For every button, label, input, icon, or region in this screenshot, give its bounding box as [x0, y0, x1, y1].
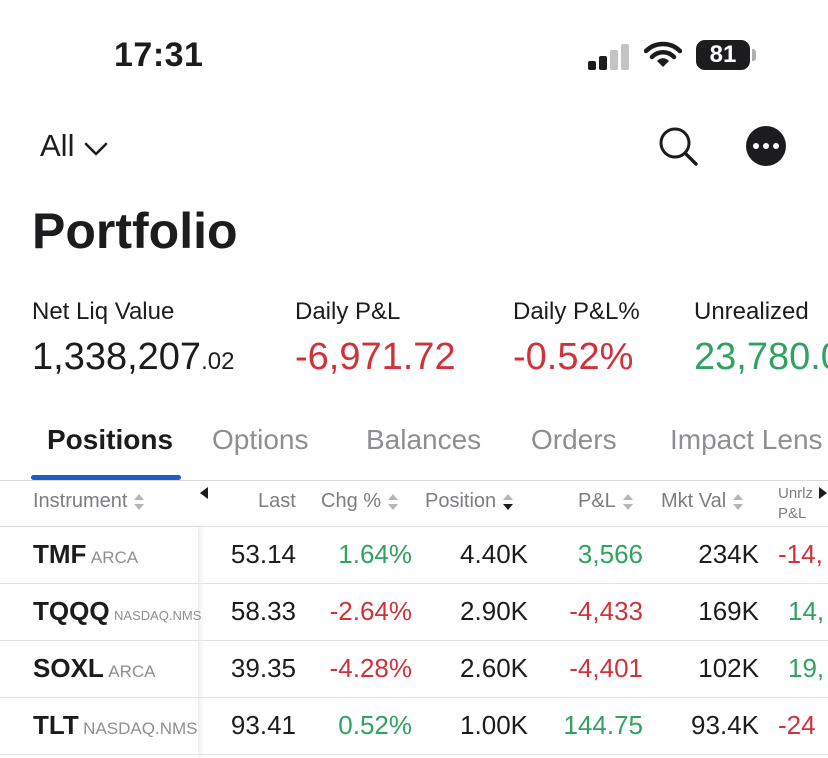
pnl-value: 3,566	[577, 539, 643, 569]
search-icon[interactable]	[656, 124, 700, 168]
tab-impact-lens[interactable]: Impact Lens	[670, 424, 823, 455]
column-header-position[interactable]: Position	[425, 490, 514, 513]
header-label: Chg %	[321, 490, 382, 512]
instrument-exchange: NASDAQ.NMS	[114, 608, 202, 623]
instrument-exchange: ARCA	[90, 548, 139, 567]
market-value: 102K	[698, 653, 759, 683]
header-label: Mkt Val	[661, 490, 727, 512]
column-header-pnl[interactable]: P&L	[578, 490, 634, 513]
unrealized-label: Unrealized	[694, 298, 809, 325]
battery-icon: 81	[696, 40, 750, 70]
unrealized-pnl: 19,	[788, 653, 825, 683]
change-pct: 1.64%	[338, 539, 412, 569]
header-label: P&L	[578, 490, 616, 512]
pnl-value: -4,433	[569, 596, 643, 626]
table-row-soxl[interactable]: SOXL ARCA	[33, 653, 155, 684]
pnl-value: -4,401	[569, 653, 643, 683]
daily-pnl-pct-label: Daily P&L%	[513, 298, 640, 325]
position-qty: 2.60K	[460, 653, 528, 683]
unrealized-value: 23,780.0	[694, 336, 828, 378]
row-divider	[0, 583, 828, 584]
header-label: P&L	[778, 505, 807, 522]
table-row-tlt[interactable]: TLT NASDAQ.NMS	[33, 710, 197, 741]
position-qty: 2.90K	[460, 596, 528, 626]
change-pct: 0.52%	[338, 710, 412, 740]
net-liq-cents: .02	[201, 348, 235, 375]
tabs-divider	[0, 480, 828, 481]
more-icon[interactable]	[746, 126, 786, 166]
wifi-icon	[643, 40, 683, 70]
table-header-divider	[0, 526, 828, 527]
column-header-mkt-val[interactable]: Mkt Val	[661, 490, 744, 513]
sort-desc-icon	[502, 491, 514, 513]
daily-pnl-label: Daily P&L	[295, 298, 401, 325]
net-liq-main: 1,338,207	[32, 336, 202, 378]
active-tab-indicator	[31, 475, 181, 480]
column-header-instrument[interactable]: Instrument	[33, 490, 145, 513]
instrument-symbol: TLT	[33, 710, 79, 740]
tab-balances[interactable]: Balances	[366, 424, 482, 455]
position-qty: 4.40K	[460, 539, 528, 569]
column-header-last[interactable]: Last	[258, 490, 296, 513]
tab-orders[interactable]: Orders	[531, 424, 617, 455]
page-title: Portfolio	[32, 203, 238, 259]
position-qty: 1.00K	[460, 710, 528, 740]
status-time: 17:31	[114, 36, 204, 74]
change-pct: -4.28%	[329, 653, 412, 683]
last-price: 39.35	[230, 653, 296, 683]
table-row-tmf[interactable]: TMF ARCA	[33, 539, 138, 570]
unrealized-pnl: -14,	[778, 539, 823, 569]
last-price: 53.14	[230, 539, 296, 569]
sort-icon	[387, 491, 399, 513]
market-value: 234K	[698, 539, 759, 569]
instrument-exchange: NASDAQ.NMS	[83, 719, 198, 738]
daily-pnl-value: -6,971.72	[295, 336, 456, 378]
sort-icon	[133, 491, 145, 513]
pnl-value: 144.75	[563, 710, 643, 740]
header-label: Last	[258, 490, 296, 512]
market-value: 169K	[698, 596, 759, 626]
account-filter-dropdown[interactable]: All	[40, 128, 108, 164]
last-price: 93.41	[230, 710, 296, 740]
frozen-column-shadow	[0, 527, 198, 758]
sort-icon	[622, 491, 634, 513]
instrument-symbol: TQQQ	[33, 596, 110, 626]
tab-positions[interactable]: Positions	[47, 424, 174, 455]
row-divider	[0, 640, 828, 641]
sort-icon	[732, 491, 744, 513]
signal-icon	[588, 42, 632, 70]
column-header-chg-pct[interactable]: Chg %	[321, 490, 399, 513]
change-pct: -2.64%	[329, 596, 412, 626]
column-header-unrlz-pnl[interactable]: Unrlz P&L	[778, 484, 813, 524]
market-value: 93.4K	[691, 710, 759, 740]
instrument-symbol: SOXL	[33, 653, 104, 683]
header-label: Unrlz	[778, 485, 814, 502]
net-liq-label: Net Liq Value	[32, 298, 175, 325]
filter-label: All	[40, 128, 75, 163]
table-row-tqqq[interactable]: TQQQ NASDAQ.NMS	[33, 596, 201, 627]
net-liq-value: 1,338,207.02	[32, 336, 234, 379]
battery-nub	[752, 49, 756, 61]
tab-options[interactable]: Options	[212, 424, 309, 455]
row-divider	[0, 754, 828, 755]
scroll-left-icon[interactable]	[199, 486, 209, 505]
header-label: Position	[425, 490, 497, 512]
header-label: Instrument	[33, 490, 128, 512]
scroll-right-icon[interactable]	[818, 486, 828, 505]
instrument-exchange: ARCA	[108, 662, 156, 681]
chevron-down-icon	[84, 128, 108, 164]
unrealized-pnl: 14,	[788, 596, 825, 626]
instrument-symbol: TMF	[33, 539, 87, 569]
last-price: 58.33	[230, 596, 296, 626]
daily-pnl-pct-value: -0.52%	[513, 336, 634, 378]
unrealized-pnl: -24	[778, 710, 816, 740]
row-divider	[0, 697, 828, 698]
